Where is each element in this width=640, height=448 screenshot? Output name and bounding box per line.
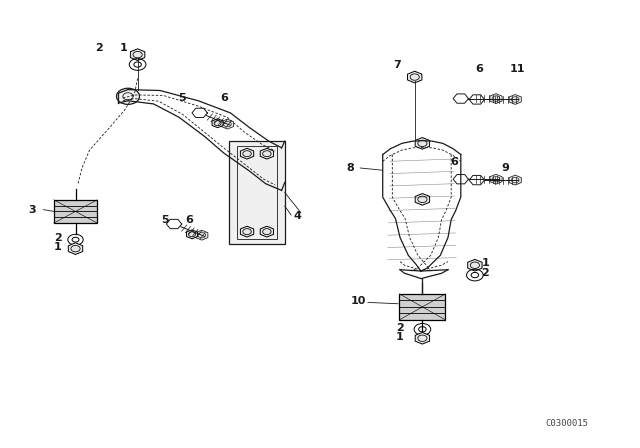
Polygon shape bbox=[241, 226, 253, 237]
Text: 6: 6 bbox=[185, 215, 193, 225]
Bar bbox=[399, 294, 445, 320]
Polygon shape bbox=[68, 243, 83, 254]
Text: 1: 1 bbox=[481, 258, 489, 268]
Text: 2: 2 bbox=[54, 233, 61, 243]
Text: 1: 1 bbox=[396, 332, 404, 342]
Polygon shape bbox=[415, 194, 429, 205]
Text: 1: 1 bbox=[120, 43, 127, 53]
Text: 3: 3 bbox=[28, 205, 36, 215]
Polygon shape bbox=[490, 94, 502, 103]
Polygon shape bbox=[415, 138, 429, 149]
Text: 2: 2 bbox=[481, 268, 489, 278]
Polygon shape bbox=[186, 230, 198, 239]
Polygon shape bbox=[221, 119, 234, 129]
Polygon shape bbox=[509, 95, 522, 104]
Text: 6: 6 bbox=[220, 93, 228, 103]
Text: 5: 5 bbox=[179, 93, 186, 103]
Text: 4: 4 bbox=[294, 211, 301, 221]
Text: 2: 2 bbox=[95, 43, 103, 53]
Text: 6: 6 bbox=[475, 65, 483, 74]
Polygon shape bbox=[212, 119, 223, 128]
Polygon shape bbox=[415, 332, 429, 344]
Text: 1: 1 bbox=[54, 242, 61, 252]
Polygon shape bbox=[408, 71, 422, 83]
Text: 10: 10 bbox=[351, 296, 366, 306]
Bar bbox=[237, 146, 277, 239]
Polygon shape bbox=[260, 148, 273, 159]
Text: C0300015: C0300015 bbox=[545, 419, 588, 428]
Polygon shape bbox=[131, 49, 145, 60]
Polygon shape bbox=[509, 175, 522, 185]
Bar bbox=[229, 141, 285, 244]
Text: 9: 9 bbox=[502, 163, 509, 173]
Bar bbox=[54, 200, 97, 223]
Polygon shape bbox=[260, 226, 273, 237]
Text: 6: 6 bbox=[451, 157, 458, 167]
Polygon shape bbox=[196, 230, 208, 240]
Text: 2: 2 bbox=[396, 323, 404, 333]
Text: 11: 11 bbox=[509, 65, 525, 74]
Text: 5: 5 bbox=[161, 215, 169, 225]
Circle shape bbox=[116, 88, 140, 104]
Polygon shape bbox=[490, 174, 502, 184]
Polygon shape bbox=[468, 259, 482, 271]
Text: 7: 7 bbox=[393, 60, 401, 70]
Text: 8: 8 bbox=[347, 163, 355, 173]
Polygon shape bbox=[241, 148, 253, 159]
